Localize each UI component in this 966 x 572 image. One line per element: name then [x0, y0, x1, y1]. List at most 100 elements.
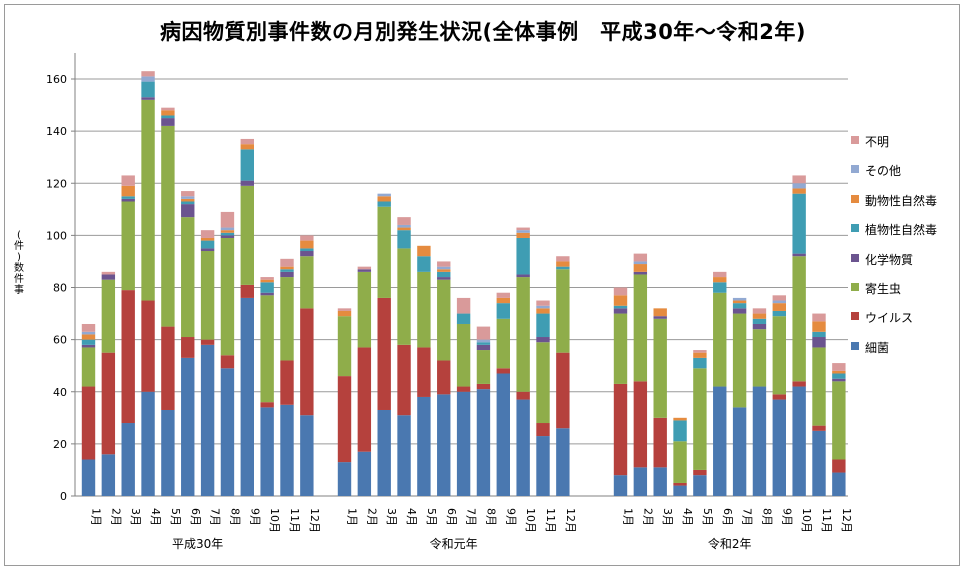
bar-segment [200, 230, 215, 238]
bar-segment [437, 261, 451, 267]
bar-segment [337, 462, 352, 496]
bar-segment [772, 295, 786, 301]
bar-segment [81, 386, 96, 460]
bar-segment [81, 339, 96, 345]
bar-segment [536, 423, 550, 437]
bar-segment [240, 144, 254, 150]
x-tick-label: 11月 [820, 508, 833, 533]
bar-segment [200, 240, 215, 249]
bar-segment [220, 230, 235, 233]
bar-segment [280, 404, 294, 496]
bar-segment [280, 277, 294, 361]
bar-segment [141, 97, 155, 100]
legend-label: ウイルス [865, 311, 914, 326]
bar-segment [613, 287, 628, 296]
bar-segment [772, 394, 786, 400]
bar-segment [260, 402, 274, 408]
bar-segment [337, 316, 352, 377]
x-tick-label: 7月 [741, 508, 754, 526]
bar-segment [752, 386, 767, 496]
bar-segment [713, 277, 727, 283]
bar-segment [673, 485, 687, 496]
bar-segment [300, 240, 314, 249]
bar-segment [653, 417, 667, 468]
bar-segment [516, 277, 530, 392]
bar-segment [792, 256, 806, 382]
bar-segment [141, 81, 155, 98]
bar-segment [181, 201, 195, 205]
bar-segment [220, 211, 235, 228]
y-axis-label-char: 件 [14, 241, 24, 252]
bar-segment [516, 274, 530, 278]
x-tick-label: 3月 [129, 508, 142, 526]
bar-segment [653, 318, 667, 418]
bar-segment [161, 125, 175, 327]
x-tick-label: 6月 [721, 508, 734, 526]
x-tick-label: 8月 [484, 508, 497, 526]
x-tick-label: 10月 [524, 508, 537, 533]
y-axis-label-char: ) [17, 252, 21, 263]
bar-segment [832, 363, 846, 371]
bar-segment [812, 337, 826, 348]
x-tick-label: 10月 [800, 508, 813, 533]
bar-segment [337, 308, 352, 311]
x-tick-label: 6月 [189, 508, 202, 526]
bar-segment [141, 71, 155, 77]
bar-segment [516, 237, 530, 275]
bar-segment [101, 271, 116, 275]
bar-segment [260, 277, 274, 280]
legend-label: 化学物質 [865, 252, 914, 267]
x-tick-label: 5月 [701, 508, 714, 526]
bar-segment [812, 425, 826, 431]
bar-segment [141, 76, 155, 82]
bar-segment [832, 370, 846, 374]
bar-segment [101, 279, 116, 353]
x-tick-label: 12月 [564, 508, 577, 533]
y-axis-label-char: ( [17, 230, 21, 241]
bar-segment [476, 344, 491, 351]
bar-segment [752, 329, 767, 387]
bar-segment [456, 313, 471, 324]
bar-segment [792, 381, 806, 387]
bar-segment [516, 230, 530, 233]
bar-segment [220, 235, 235, 238]
legend-label: 不明 [865, 135, 890, 149]
bar-segment [240, 297, 254, 496]
bar-segment [732, 303, 747, 309]
x-tick-label: 1月 [622, 508, 635, 526]
x-tick-label: 8月 [228, 508, 241, 526]
bar-segment [476, 342, 491, 345]
bar-segment [812, 313, 826, 322]
bar-segment [496, 297, 510, 304]
bar-segment [300, 256, 314, 309]
bar-segment [732, 300, 747, 304]
bar-segment [673, 420, 687, 442]
bar-segment [81, 323, 96, 332]
x-tick-label: 7月 [465, 508, 478, 526]
legend-swatch [851, 194, 859, 203]
bar-segment [181, 337, 195, 358]
bar-segment [832, 378, 846, 382]
bar-segment [556, 269, 570, 353]
y-tick-label: 60 [53, 334, 67, 347]
bar-segment [357, 347, 372, 452]
bar-segment [613, 313, 628, 384]
bar-segment [792, 188, 806, 194]
bar-segment [181, 198, 195, 202]
x-tick-label: 6月 [445, 508, 458, 526]
bar-segment [792, 183, 806, 189]
bar-segment [181, 217, 195, 338]
bar-segment [220, 232, 235, 236]
y-axis-label-char: 数 [14, 263, 24, 274]
bar-segment [81, 459, 96, 496]
bar-segment [240, 180, 254, 186]
bar-segment [752, 313, 767, 319]
bar-segment [121, 185, 135, 197]
x-tick-label: 12月 [840, 508, 853, 533]
bar-segment [141, 99, 155, 301]
x-tick-label: 1月 [90, 508, 103, 526]
bar-segment [772, 399, 786, 496]
bar-segment [516, 399, 530, 496]
bar-segment [357, 269, 372, 272]
bar-segment [161, 326, 175, 410]
